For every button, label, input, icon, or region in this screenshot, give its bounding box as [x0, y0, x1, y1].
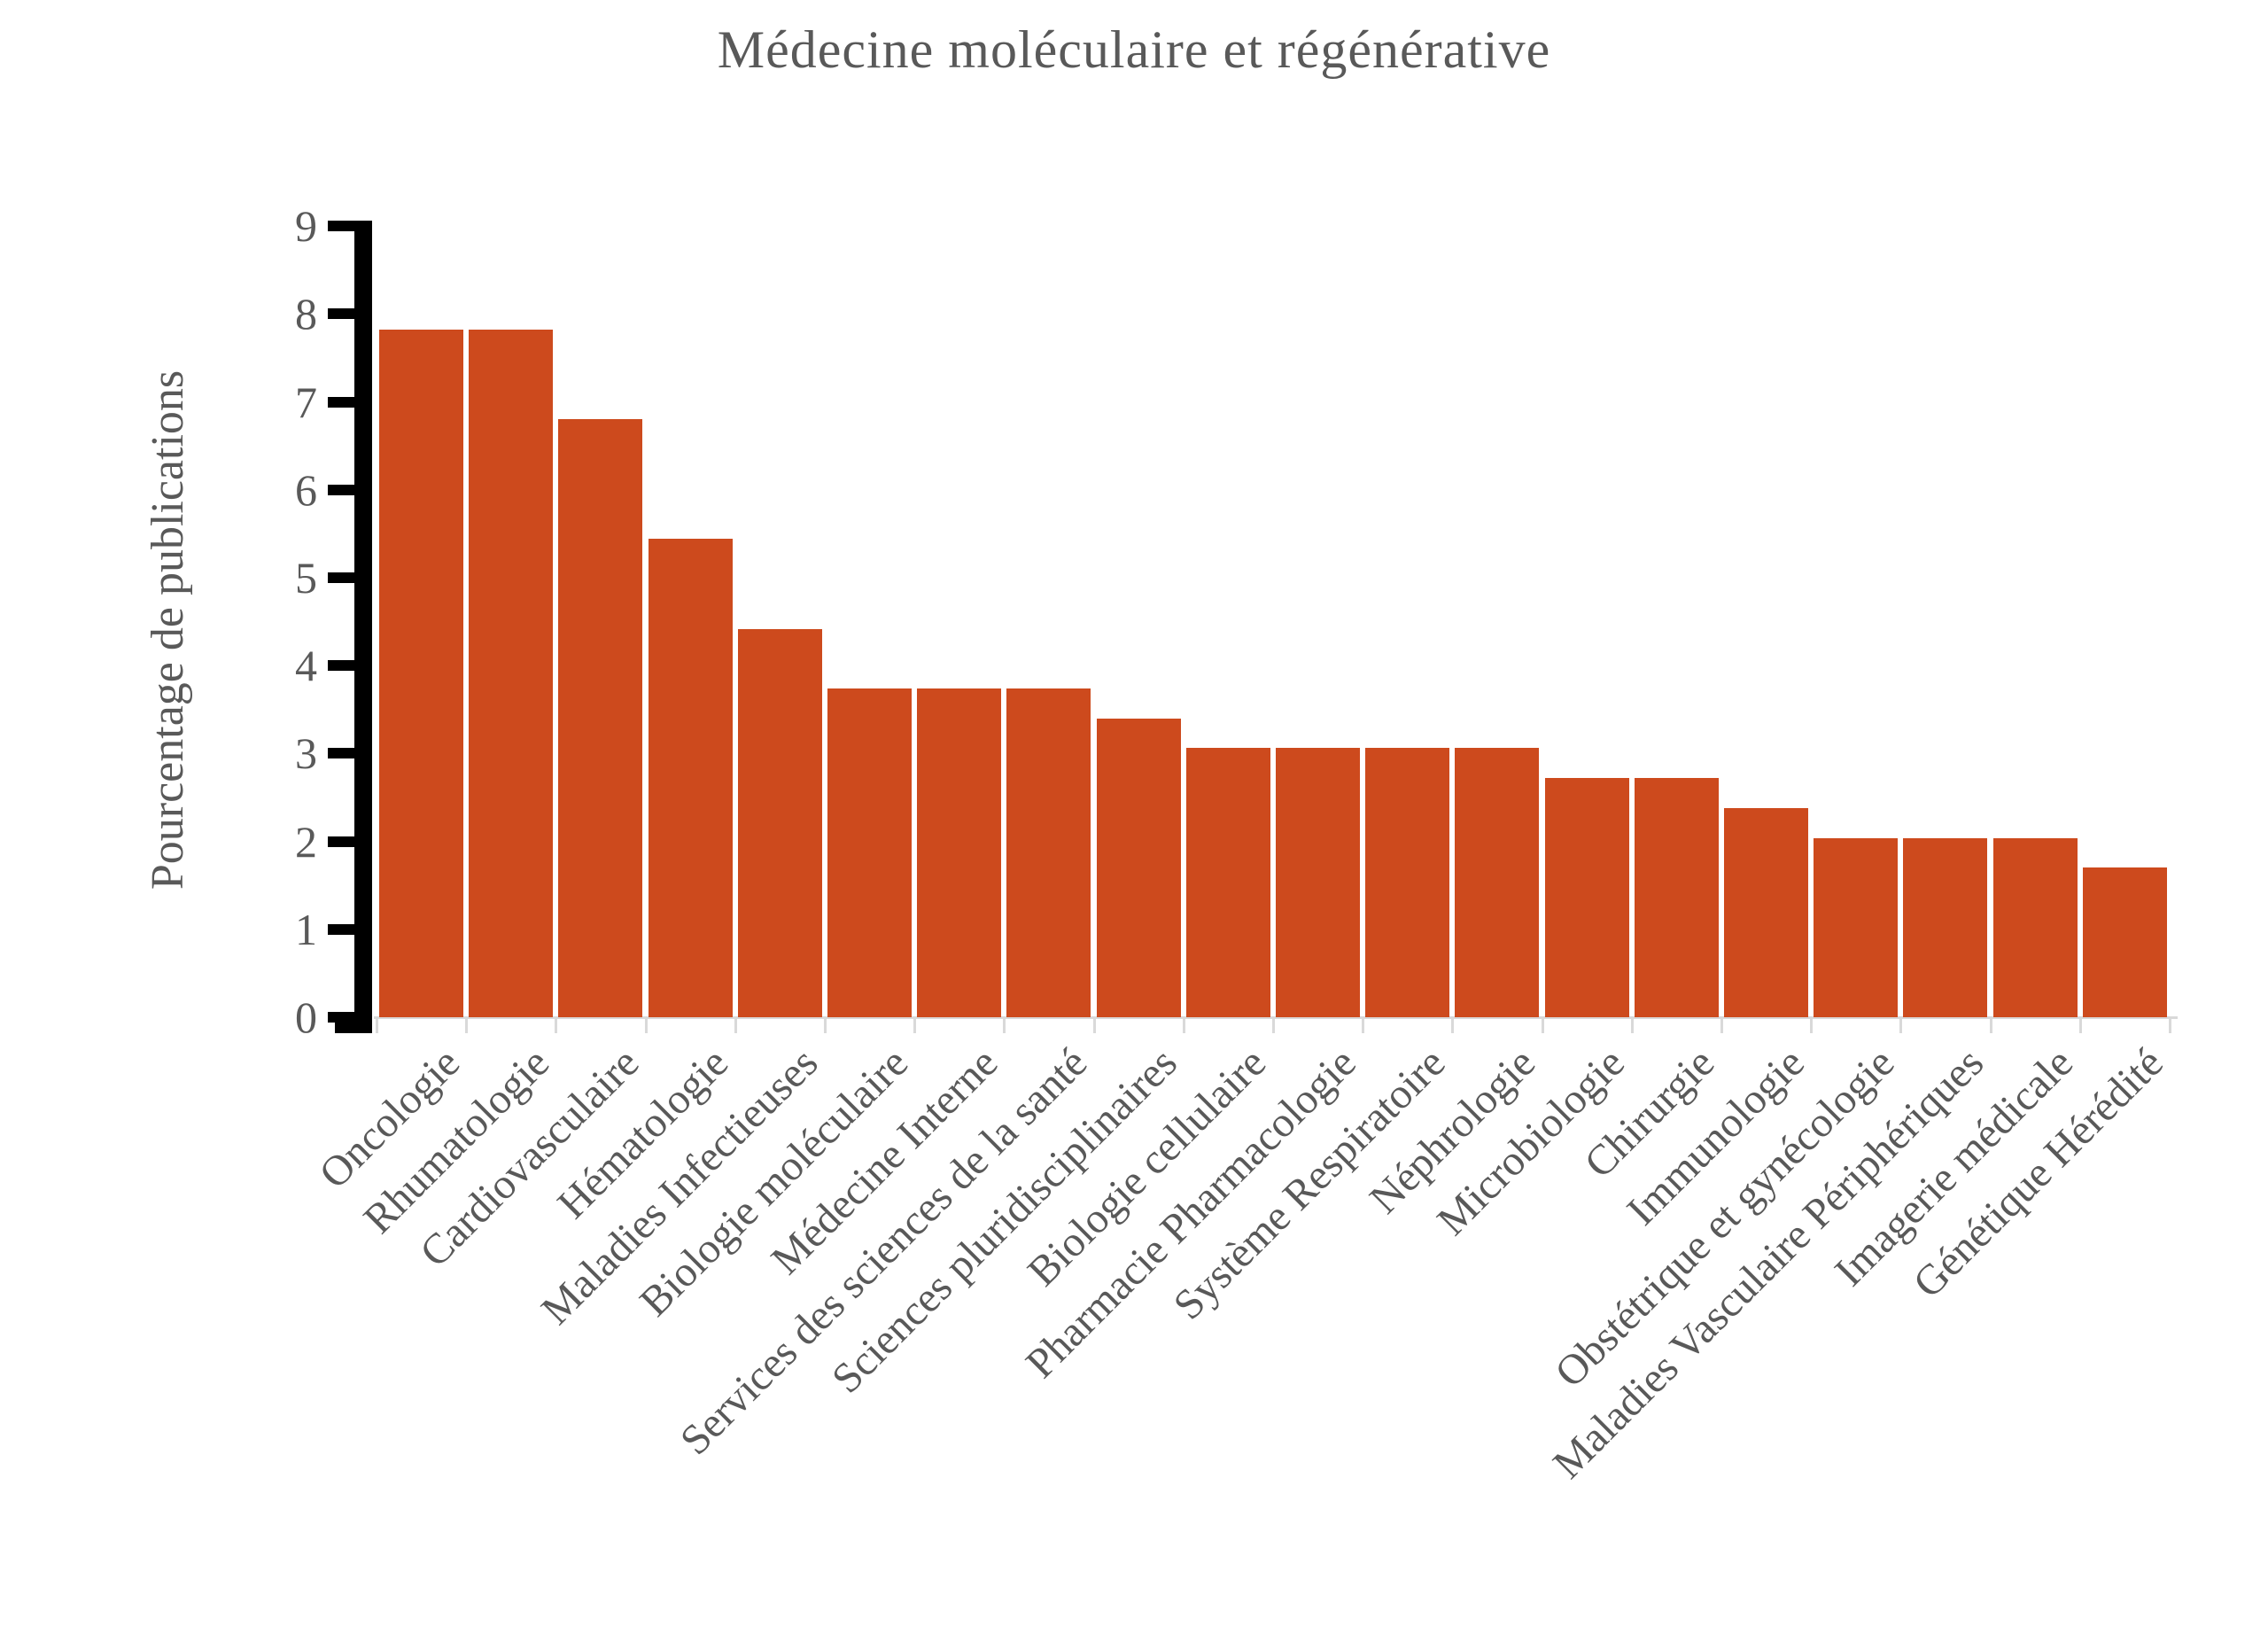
- x-tick: [465, 1018, 469, 1033]
- y-tick-label: 8: [295, 289, 317, 339]
- x-tick: [1989, 1018, 1992, 1033]
- x-tick: [376, 1018, 378, 1033]
- x-tick: [1272, 1018, 1275, 1033]
- bar: [1006, 688, 1091, 1017]
- y-axis-title: Pourcentage de publications: [143, 369, 193, 891]
- y-tick-label: 5: [295, 553, 317, 603]
- y-tick: [328, 660, 354, 672]
- bar: [1724, 807, 1808, 1017]
- y-tick: [328, 572, 354, 583]
- y-tick-label: 2: [295, 816, 317, 867]
- y-tick: [328, 396, 354, 408]
- x-tick: [1630, 1018, 1634, 1033]
- x-tick: [1362, 1018, 1365, 1033]
- y-axis-line: [354, 221, 372, 1033]
- bar: [1992, 837, 2078, 1017]
- x-tick: [1003, 1018, 1006, 1033]
- bar: [1903, 837, 1988, 1017]
- bar: [1544, 778, 1629, 1017]
- x-tick: [1810, 1018, 1814, 1033]
- bar: [1634, 778, 1719, 1017]
- x-tick: [2169, 1018, 2171, 1033]
- bar: [379, 330, 463, 1017]
- x-tick: [824, 1018, 827, 1033]
- y-tick: [328, 221, 354, 232]
- y-tick-label: 0: [295, 992, 317, 1042]
- y-tick-label: 4: [295, 641, 317, 691]
- bar: [469, 330, 554, 1017]
- x-tick: [555, 1018, 558, 1033]
- y-tick: [328, 1012, 354, 1023]
- x-tick: [1720, 1018, 1723, 1033]
- y-tick: [328, 923, 354, 935]
- bar: [827, 688, 912, 1017]
- bar: [737, 628, 822, 1017]
- x-tick: [913, 1018, 917, 1033]
- y-tick: [328, 748, 354, 759]
- x-tick: [1541, 1018, 1544, 1033]
- x-tick: [644, 1018, 648, 1033]
- x-tick: [2078, 1018, 2082, 1033]
- bar: [2082, 867, 2167, 1017]
- y-tick-label: 6: [295, 464, 317, 515]
- bar: [1365, 748, 1450, 1017]
- x-tick: [1182, 1018, 1185, 1033]
- y-tick-label: 7: [295, 377, 317, 427]
- y-tick: [328, 308, 354, 320]
- y-tick: [328, 484, 354, 495]
- bar: [648, 539, 733, 1017]
- x-tick: [1451, 1018, 1455, 1033]
- y-tick: [328, 836, 354, 847]
- bar: [1096, 718, 1181, 1017]
- chart-title: Médecine moléculaire et régénérative: [717, 20, 1551, 79]
- bar: [1455, 748, 1540, 1017]
- bar: [1276, 748, 1360, 1017]
- y-tick-label: 3: [295, 728, 317, 779]
- x-tick: [1899, 1018, 1903, 1033]
- bar: [1185, 748, 1270, 1017]
- x-tick: [734, 1018, 737, 1033]
- x-axis-line: [374, 1016, 2178, 1019]
- bar: [558, 419, 643, 1017]
- x-tick: [1092, 1018, 1096, 1033]
- bar: [917, 688, 1002, 1017]
- y-tick-label: 9: [295, 201, 317, 252]
- y-tick-label: 1: [295, 904, 317, 954]
- bar: [1814, 837, 1899, 1017]
